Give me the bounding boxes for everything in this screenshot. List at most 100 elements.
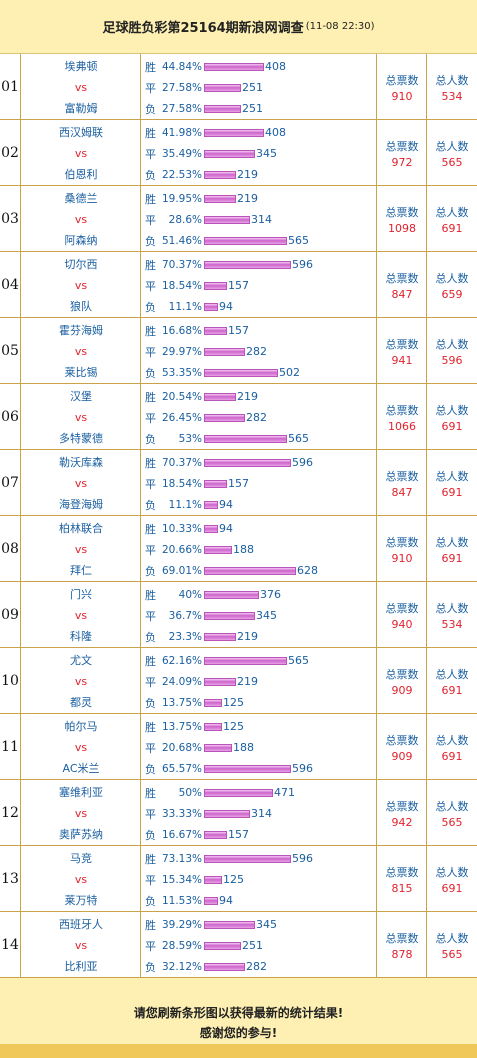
vs-label: vs bbox=[74, 477, 88, 490]
loss-count: 157 bbox=[228, 828, 249, 841]
stats-cell: 胜 20.54% 219 平 26.45% 282 负 53% 565 bbox=[141, 384, 377, 449]
draw-label: 平 bbox=[145, 213, 156, 227]
refresh-notice: 请您刷新条形图以获得最新的统计结果! bbox=[133, 1006, 344, 1020]
draw-label: 平 bbox=[145, 543, 156, 557]
home-team: 西班牙人 bbox=[59, 918, 103, 931]
win-count: 376 bbox=[260, 588, 281, 601]
home-team: 马竞 bbox=[70, 852, 92, 865]
draw-percent: 28.6% bbox=[168, 213, 202, 226]
win-bar bbox=[204, 194, 236, 203]
home-team: 西汉姆联 bbox=[59, 126, 103, 139]
footer-strip bbox=[0, 1044, 477, 1058]
win-percent: 41.98% bbox=[161, 126, 202, 139]
loss-count: 596 bbox=[292, 762, 313, 775]
draw-count: 345 bbox=[256, 609, 277, 622]
stats-cell: 胜 50% 471 平 33.33% 314 负 16.67% 157 bbox=[141, 780, 377, 845]
draw-label: 平 bbox=[145, 279, 156, 293]
loss-count: 219 bbox=[237, 168, 258, 181]
win-count: 125 bbox=[223, 720, 244, 733]
vs-label: vs bbox=[74, 279, 88, 292]
win-count: 596 bbox=[292, 456, 313, 469]
win-bar bbox=[204, 392, 236, 401]
draw-label: 平 bbox=[145, 81, 156, 95]
draw-stat: 平 26.45% 282 bbox=[145, 411, 267, 425]
stats-cell: 胜 39.29% 345 平 28.59% 251 负 32.12% 282 bbox=[141, 912, 377, 977]
away-team: 比利亚 bbox=[64, 960, 98, 973]
win-percent: 62.16% bbox=[161, 654, 202, 667]
win-stat: 胜 19.95% 219 bbox=[145, 192, 258, 206]
draw-stat: 平 28.6% 314 bbox=[145, 213, 272, 227]
total-votes-title: 总票数 bbox=[385, 470, 419, 483]
win-count: 596 bbox=[292, 258, 313, 271]
away-team: 都灵 bbox=[70, 696, 92, 709]
match-number: 01 bbox=[0, 54, 21, 119]
loss-stat: 负 65.57% 596 bbox=[145, 762, 313, 776]
draw-percent: 28.59% bbox=[161, 939, 202, 952]
loss-bar bbox=[204, 368, 278, 377]
total-people-cell: 总人数 534 bbox=[427, 582, 477, 647]
loss-bar bbox=[204, 566, 296, 575]
total-people-title: 总人数 bbox=[435, 800, 469, 813]
total-votes-title: 总票数 bbox=[385, 800, 419, 813]
total-votes-value: 815 bbox=[391, 882, 413, 895]
total-people-cell: 总人数 691 bbox=[427, 648, 477, 713]
total-people-title: 总人数 bbox=[435, 272, 469, 285]
total-votes-title: 总票数 bbox=[385, 536, 419, 549]
draw-count: 188 bbox=[233, 543, 254, 556]
draw-label: 平 bbox=[145, 939, 156, 953]
win-percent: 44.84% bbox=[161, 60, 202, 73]
home-team: 汉堡 bbox=[70, 390, 92, 403]
match-row: 07 勒沃库森 vs 海登海姆 胜 70.37% 596 平 18.54% 157 负 11.1% 94… bbox=[0, 450, 477, 516]
win-label: 胜 bbox=[145, 126, 156, 140]
loss-percent: 11.1% bbox=[168, 300, 202, 313]
win-stat: 胜 41.98% 408 bbox=[145, 126, 286, 140]
draw-count: 251 bbox=[242, 81, 263, 94]
vs-label: vs bbox=[74, 411, 88, 424]
page-footer: 请您刷新条形图以获得最新的统计结果! 感谢您的参与! bbox=[0, 978, 477, 1058]
loss-bar bbox=[204, 500, 218, 509]
win-bar bbox=[204, 722, 222, 731]
loss-stat: 负 11.1% 94 bbox=[145, 498, 233, 512]
total-votes-value: 910 bbox=[391, 552, 413, 565]
loss-bar bbox=[204, 236, 287, 245]
away-team: 富勒姆 bbox=[64, 102, 98, 115]
win-percent: 39.29% bbox=[161, 918, 202, 931]
stats-cell: 胜 70.37% 596 平 18.54% 157 负 11.1% 94 bbox=[141, 252, 377, 317]
loss-bar bbox=[204, 962, 245, 971]
draw-count: 314 bbox=[251, 807, 272, 820]
vs-label: vs bbox=[74, 807, 88, 820]
stats-cell: 胜 62.16% 565 平 24.09% 219 负 13.75% 125 bbox=[141, 648, 377, 713]
win-bar bbox=[204, 326, 227, 335]
loss-count: 628 bbox=[297, 564, 318, 577]
draw-bar bbox=[204, 809, 250, 818]
win-label: 胜 bbox=[145, 60, 156, 74]
match-row: 13 马竞 vs 莱万特 胜 73.13% 596 平 15.34% 125 负 11.53% 94 总票… bbox=[0, 846, 477, 912]
loss-count: 94 bbox=[219, 300, 233, 313]
draw-bar bbox=[204, 215, 250, 224]
win-percent: 20.54% bbox=[161, 390, 202, 403]
draw-label: 平 bbox=[145, 345, 156, 359]
total-votes-value: 910 bbox=[391, 90, 413, 103]
draw-percent: 24.09% bbox=[161, 675, 202, 688]
teams-cell: 塞维利亚 vs 奥萨苏纳 bbox=[21, 780, 141, 845]
draw-percent: 27.58% bbox=[161, 81, 202, 94]
total-votes-value: 941 bbox=[391, 354, 413, 367]
win-bar bbox=[204, 854, 291, 863]
total-people-value: 534 bbox=[441, 618, 463, 631]
total-people-value: 659 bbox=[441, 288, 463, 301]
teams-cell: 西汉姆联 vs 伯恩利 bbox=[21, 120, 141, 185]
loss-count: 94 bbox=[219, 894, 233, 907]
loss-label: 负 bbox=[145, 696, 156, 710]
home-team: 塞维利亚 bbox=[59, 786, 103, 799]
draw-stat: 平 20.68% 188 bbox=[145, 741, 254, 755]
win-percent: 19.95% bbox=[161, 192, 202, 205]
draw-percent: 20.68% bbox=[161, 741, 202, 754]
total-people-value: 691 bbox=[441, 750, 463, 763]
away-team: 狼队 bbox=[70, 300, 92, 313]
loss-label: 负 bbox=[145, 498, 156, 512]
thanks-notice: 感谢您的参与! bbox=[199, 1026, 278, 1040]
total-people-value: 691 bbox=[441, 684, 463, 697]
stats-cell: 胜 19.95% 219 平 28.6% 314 负 51.46% 565 bbox=[141, 186, 377, 251]
win-label: 胜 bbox=[145, 654, 156, 668]
win-percent: 40% bbox=[178, 588, 202, 601]
